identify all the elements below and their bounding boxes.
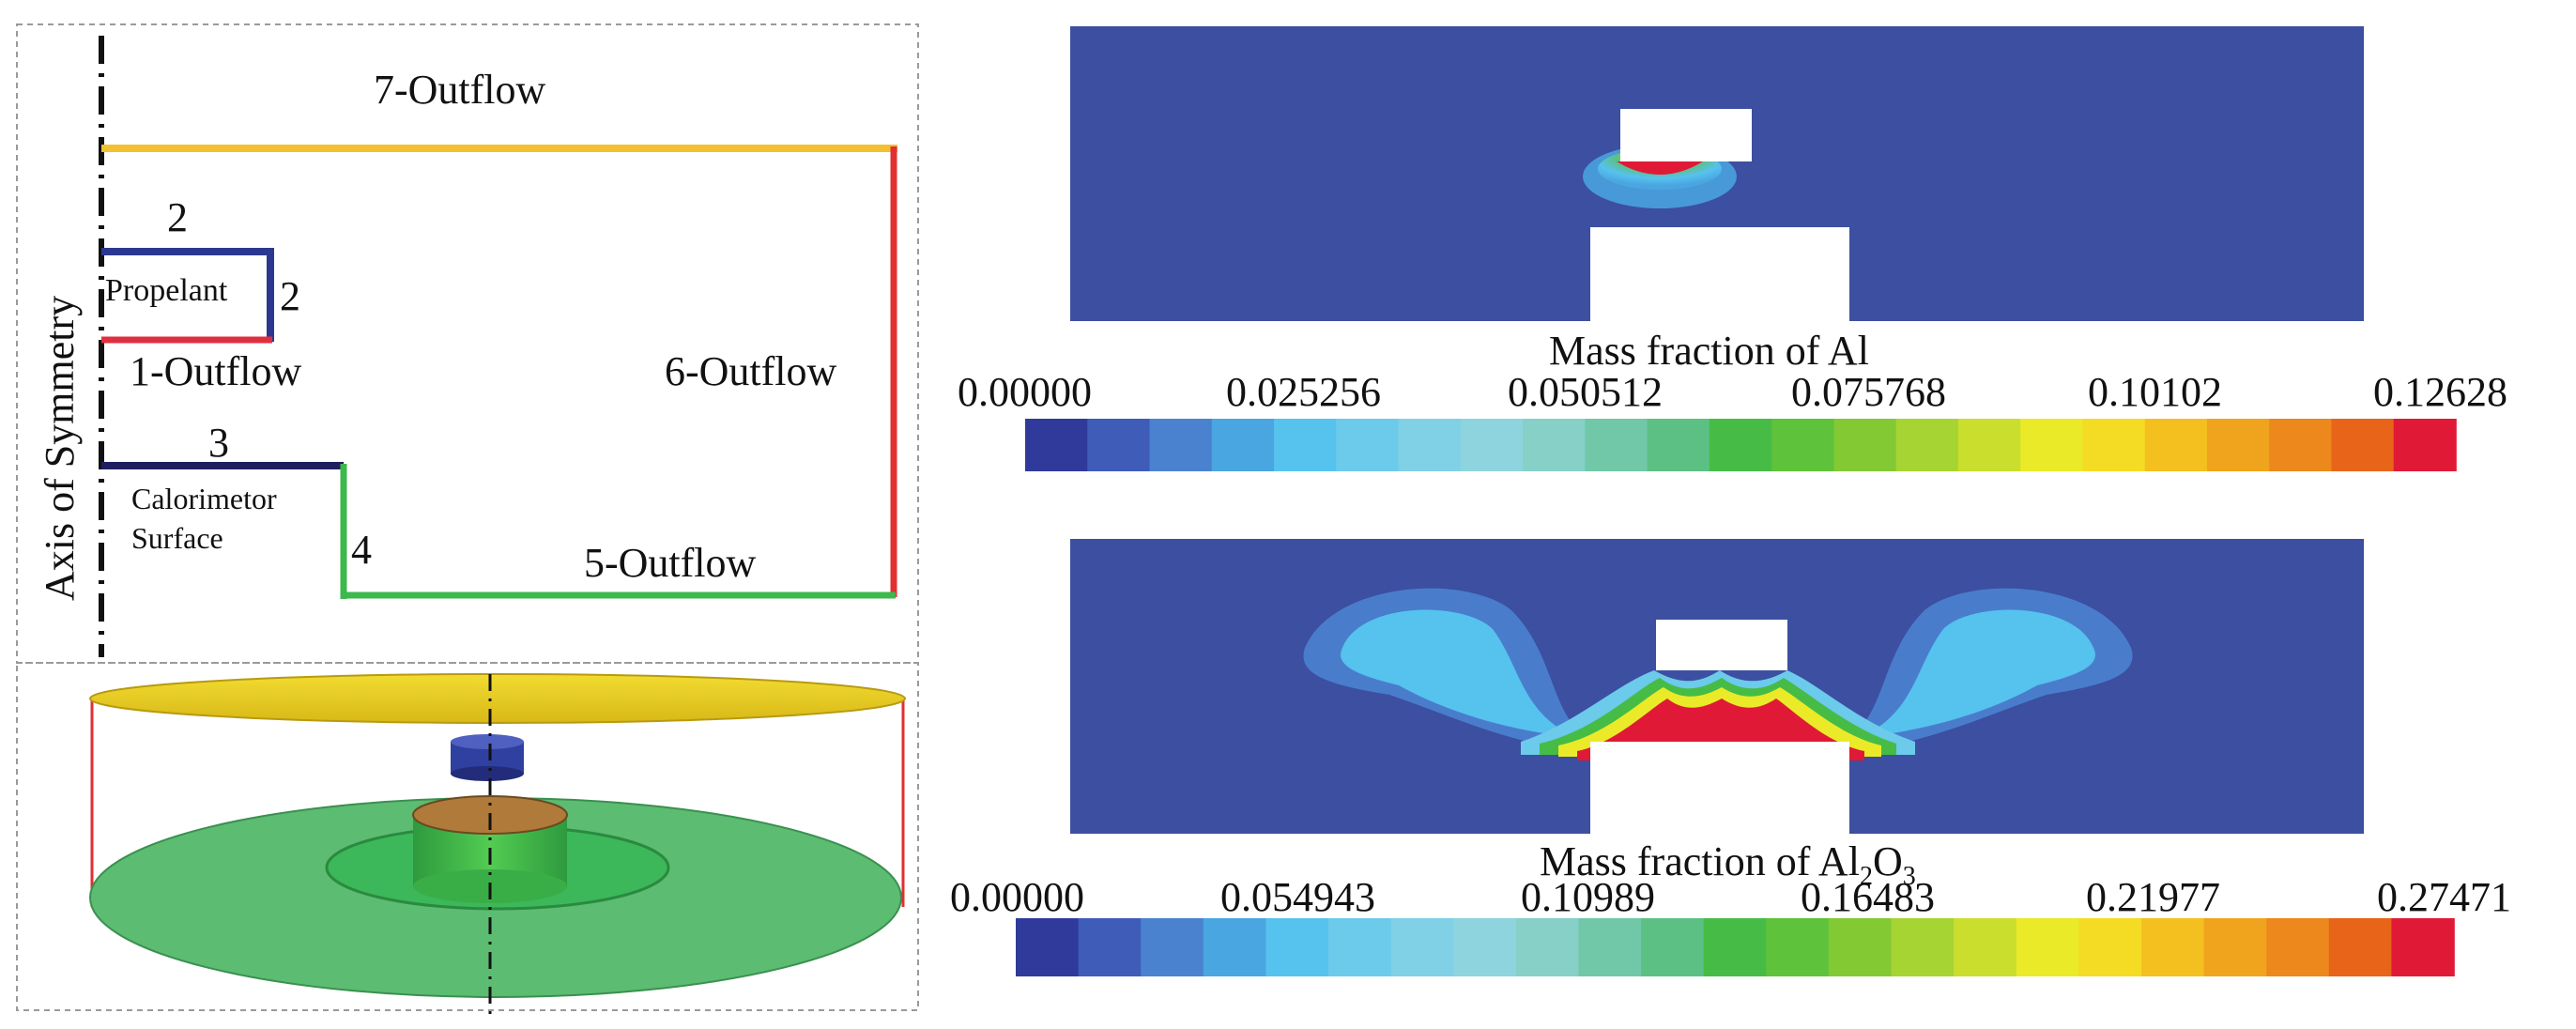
al-tick-label: 0.025256 [1226,369,1381,415]
al2o3-tick-label: 0.00000 [950,874,1084,920]
al-color-step [2206,419,2271,471]
al-color-step [1460,419,1524,471]
al-color-step [1398,419,1462,471]
al-color-step [1895,419,1959,471]
al2o3-tick-label: 0.27471 [2377,874,2511,920]
al2o3-calorimeter-cutout [1590,742,1849,836]
al-color-step [1833,419,1897,471]
step-4-number: 4 [351,527,372,573]
propellant-side-number: 2 [280,273,300,319]
al2o3-color-step [1265,918,1329,976]
al2o3-color-step [2203,918,2267,976]
al-tick-label: 0.00000 [958,369,1092,415]
al-color-step [1336,419,1400,471]
al2o3-tick-label: 0.10989 [1521,874,1655,920]
propellant-puck-bottom [451,766,524,781]
al-tick-label: 0.075768 [1791,369,1946,415]
al2o3-colorbar [1016,918,2455,976]
al2o3-color-step [1766,918,1830,976]
al-color-step [1523,419,1587,471]
al2o3-color-step [1641,918,1705,976]
al-color-step [1087,419,1151,471]
al-colorbar [1025,419,2457,471]
al2o3-title-prefix: Mass fraction of Al [1540,838,1860,884]
al-color-step [1647,419,1710,471]
al-color-step [1211,419,1275,471]
al2o3-right-wing-inner [1859,609,2095,738]
al2o3-color-step [2078,918,2142,976]
calorimeter-label-line2: Surface [131,521,223,555]
al2o3-color-step [1016,918,1080,976]
al-color-step [2020,419,2084,471]
al2o3-color-step [1203,918,1267,976]
al-legend-title: Mass fraction of Al [1549,328,1869,374]
schematic-panel: Axis of Symmetry 7-Outflow 6-Outflow 2 2… [16,23,919,664]
propellant-puck-top [451,734,524,749]
al2o3-tick-label: 0.16483 [1801,874,1935,920]
al-tick-label: 0.12628 [2373,369,2507,415]
al-plume-core [1617,161,1703,175]
al2o3-title-sub1: 2 [1860,862,1873,891]
al2o3-color-step [2328,918,2393,976]
3d-view-frame [16,662,919,1011]
al-color-step [1025,419,1089,471]
al2o3-legend: Mass fraction of Al2O3 0.00000 0.054943 0.… [950,838,2511,976]
outflow-7-label: 7-Outflow [374,67,546,113]
al-propellant-cutout [1620,109,1752,161]
al2o3-color-step [1828,918,1893,976]
propellant-boundary-2 [101,248,274,342]
al2o3-title-mid: O [1873,838,1903,884]
domain-lid-disk [89,673,906,724]
al-color-step [2144,419,2208,471]
al-color-step [1149,419,1213,471]
al2o3-color-step [2266,918,2330,976]
al-color-step [1957,419,2021,471]
al2o3-color-step [1578,918,1642,976]
al2o3-color-step [2140,918,2205,976]
al-color-step [2269,419,2333,471]
axis-of-symmetry-label: Axis of Symmetry [37,296,83,601]
al2o3-color-step [1954,918,2017,976]
calorimeter-number: 3 [208,420,229,466]
al2o3-tick-label: 0.21977 [2086,874,2220,920]
al-color-step [1709,419,1772,471]
al-color-step [2082,419,2146,471]
al2o3-color-step [2016,918,2080,976]
3d-domain-view [16,662,919,1014]
al-contour-panel [1070,26,2364,323]
al2o3-tick-label: 0.054943 [1220,874,1375,920]
al2o3-color-step [1390,918,1455,976]
al2o3-contour-panel [1070,539,2364,836]
al2o3-color-step [1891,918,1955,976]
al2o3-color-step [1515,918,1580,976]
outflow-5-label: 5-Outflow [584,540,757,586]
al-color-step [2331,419,2395,471]
al-legend: Mass fraction of Al 0.00000 0.025256 0.050… [958,328,2507,471]
outflow-6-label: 6-Outflow [665,348,837,394]
al-color-step [1771,419,1835,471]
al2o3-color-step [2391,918,2455,976]
al-tick-label: 0.050512 [1508,369,1663,415]
al2o3-propellant-cutout [1656,620,1787,670]
al2o3-title-sub2: 3 [1903,862,1916,891]
al2o3-legend-title: Mass fraction of Al2O3 [1540,838,1916,891]
al2o3-color-step [1703,918,1768,976]
al2o3-color-step [1078,918,1142,976]
al-color-step [2393,419,2457,471]
propellant-top-number: 2 [167,194,188,240]
outflow-1-label: 1-Outflow [130,348,302,394]
al2o3-color-step [1453,918,1517,976]
calorimeter-label-line1: Calorimetor [131,482,277,515]
schematic-frame [16,23,919,664]
al-color-step [1585,419,1648,471]
al-tick-label: 0.10102 [2088,369,2222,415]
al2o3-left-wing-inner [1341,609,1577,738]
propellant-label: Propelant [105,273,228,308]
al-calorimeter-cutout [1590,227,1849,323]
al2o3-color-step [1328,918,1392,976]
al2o3-color-step [1141,918,1204,976]
al-color-step [1274,419,1338,471]
